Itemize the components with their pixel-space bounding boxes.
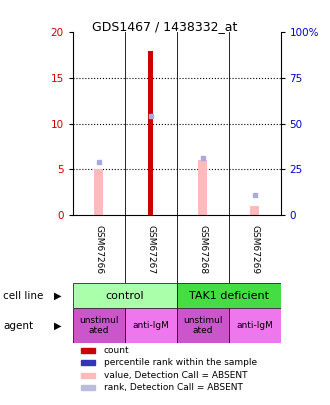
Text: anti-IgM: anti-IgM bbox=[236, 321, 273, 330]
Bar bbox=[81, 347, 95, 353]
Bar bbox=[73, 284, 177, 309]
Text: agent: agent bbox=[3, 320, 33, 330]
Bar bbox=[81, 373, 95, 378]
Bar bbox=[148, 51, 153, 215]
Text: unstimul
ated: unstimul ated bbox=[183, 316, 222, 335]
Bar bbox=[81, 385, 95, 390]
Text: value, Detection Call = ABSENT: value, Detection Call = ABSENT bbox=[104, 371, 247, 380]
Bar bbox=[228, 309, 280, 343]
Text: rank, Detection Call = ABSENT: rank, Detection Call = ABSENT bbox=[104, 383, 243, 392]
Text: ▶: ▶ bbox=[54, 291, 62, 301]
Bar bbox=[198, 160, 207, 215]
Text: cell line: cell line bbox=[3, 291, 44, 301]
Bar bbox=[177, 309, 228, 343]
Text: unstimul
ated: unstimul ated bbox=[79, 316, 118, 335]
Text: GDS1467 / 1438332_at: GDS1467 / 1438332_at bbox=[92, 20, 238, 33]
Text: control: control bbox=[105, 291, 144, 301]
Text: GSM67269: GSM67269 bbox=[250, 224, 259, 274]
Text: anti-IgM: anti-IgM bbox=[132, 321, 169, 330]
Bar bbox=[94, 169, 103, 215]
Bar bbox=[124, 309, 177, 343]
Text: GSM67266: GSM67266 bbox=[94, 224, 103, 274]
Text: percentile rank within the sample: percentile rank within the sample bbox=[104, 358, 257, 367]
Bar bbox=[73, 309, 124, 343]
Bar bbox=[250, 206, 259, 215]
Text: GSM67267: GSM67267 bbox=[146, 224, 155, 274]
Text: count: count bbox=[104, 346, 129, 355]
Text: TAK1 deficient: TAK1 deficient bbox=[188, 291, 269, 301]
Text: GSM67268: GSM67268 bbox=[198, 224, 207, 274]
Bar bbox=[177, 284, 280, 309]
Text: ▶: ▶ bbox=[54, 320, 62, 330]
Bar bbox=[81, 360, 95, 365]
